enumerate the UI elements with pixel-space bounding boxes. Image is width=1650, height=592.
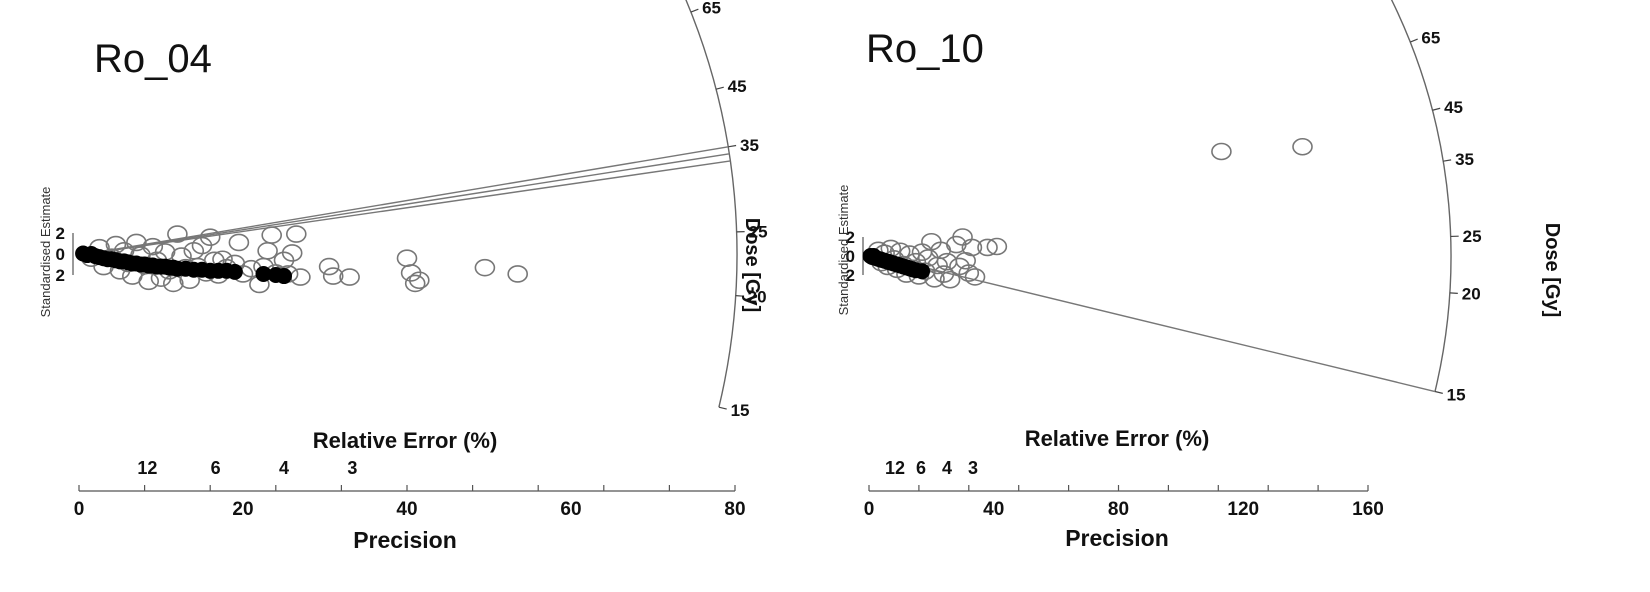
precision-tick-label: 120	[1227, 499, 1259, 520]
precision-tick-label: 60	[560, 499, 581, 520]
central-dose-line	[876, 255, 1436, 393]
data-point-open	[939, 270, 961, 289]
data-point-open	[322, 267, 344, 285]
central-dose-line	[86, 146, 729, 255]
precision-tick-label: 160	[1352, 499, 1384, 520]
dose-tick-label: 15	[1447, 385, 1466, 404]
dose-tick	[1434, 390, 1443, 394]
y-axis-label: Standardised Estimate	[38, 187, 53, 318]
data-point-filled	[276, 268, 292, 285]
radial-plot-ro-04: Ro_0415202535456585125165205245325405485…	[38, 0, 768, 553]
precision-tick-label: 80	[1108, 499, 1129, 520]
data-point-open	[1292, 137, 1313, 156]
radial-plot-ro-10: Ro_1015202535456585125165205245325405485…	[836, 0, 1563, 551]
dose-tick-label: 65	[702, 0, 721, 18]
data-point-open	[257, 242, 278, 260]
dose-tick	[715, 86, 724, 90]
panel-title: Ro_10	[866, 27, 984, 71]
dose-tick-label: 20	[748, 287, 767, 306]
y-tick-label: 2	[56, 224, 65, 243]
precision-tick-label: 40	[983, 499, 1004, 520]
y-tick-label: 2	[846, 266, 855, 285]
precision-tick-label: 0	[864, 499, 875, 520]
relative-error-tick-label: 6	[211, 458, 221, 478]
relative-error-tick-label: 3	[968, 458, 978, 478]
precision-tick-label: 0	[74, 499, 85, 520]
central-dose-line	[86, 153, 730, 255]
y-tick-label: 2	[56, 266, 65, 285]
data-point-open	[290, 268, 311, 286]
data-point-open	[408, 271, 430, 290]
data-point-open	[404, 274, 426, 293]
dose-tick-label: 15	[731, 401, 750, 420]
relative-error-tick-label: 4	[942, 458, 952, 478]
panel-title: Ro_04	[94, 37, 212, 81]
dose-arc	[685, 0, 738, 408]
relative-error-tick-label: 12	[137, 458, 157, 478]
dose-tick	[718, 406, 727, 410]
data-point-open	[507, 265, 529, 283]
relative-error-tick-label: 3	[347, 458, 357, 478]
dose-tick-label: 35	[1455, 150, 1474, 169]
data-point-open	[167, 225, 188, 243]
dose-axis-label: Dose [Gy]	[1541, 223, 1563, 317]
y-tick-label: 0	[846, 247, 855, 266]
dose-tick-label: 35	[740, 136, 759, 155]
central-dose-line	[86, 160, 731, 255]
precision-tick-label: 80	[724, 499, 745, 520]
data-point-open	[318, 257, 340, 276]
dose-tick	[728, 144, 737, 148]
data-point-open	[474, 258, 496, 277]
dose-arc	[1390, 0, 1452, 392]
dose-tick	[1410, 38, 1418, 43]
data-point-open	[142, 237, 164, 256]
data-point-open	[958, 264, 980, 282]
relative-error-tick-label: 6	[916, 458, 926, 478]
relative-error-axis-label: Relative Error (%)	[1025, 426, 1210, 451]
y-tick-label: 2	[846, 228, 855, 247]
dose-tick-label: 85	[1401, 0, 1420, 1]
data-point-open	[977, 238, 998, 257]
data-point-open	[281, 244, 303, 262]
dose-tick	[1449, 292, 1458, 294]
data-point-open	[961, 238, 983, 257]
data-point-open	[986, 237, 1008, 256]
dose-tick	[1443, 159, 1452, 162]
precision-axis-label: Precision	[1065, 525, 1169, 551]
dose-tick-label: 45	[1444, 98, 1463, 117]
dose-tick-label: 25	[1463, 227, 1482, 246]
data-point-open	[199, 228, 221, 246]
data-point-open	[126, 233, 147, 252]
data-point-filled	[914, 263, 931, 280]
data-point-open	[933, 265, 955, 283]
data-point-open	[396, 249, 418, 268]
relative-error-axis-label: Relative Error (%)	[313, 428, 498, 453]
precision-axis-label: Precision	[353, 527, 457, 553]
dose-tick	[735, 295, 744, 297]
data-point-open	[285, 225, 307, 243]
y-axis-label: Standardised Estimate	[836, 185, 851, 316]
data-point-open	[964, 268, 986, 286]
data-point-open	[261, 226, 283, 244]
relative-error-tick-label: 4	[279, 458, 289, 478]
dose-tick	[1432, 107, 1441, 111]
data-point-open	[138, 272, 159, 291]
data-point-open	[339, 268, 360, 286]
dose-tick-label: 20	[1462, 285, 1481, 304]
dose-tick	[690, 8, 699, 13]
data-point-filled	[226, 263, 243, 280]
data-point-open	[228, 233, 250, 252]
y-tick-label: 0	[56, 245, 65, 264]
dose-tick-label: 45	[728, 77, 747, 96]
precision-tick-label: 20	[232, 499, 253, 520]
dose-tick-label: 65	[1421, 29, 1440, 48]
data-point-open	[1211, 142, 1232, 161]
dose-tick-label: 25	[749, 222, 768, 241]
dose-axis-label: Dose [Gy]	[741, 218, 763, 312]
precision-tick-label: 40	[396, 499, 417, 520]
relative-error-tick-label: 12	[885, 458, 905, 478]
